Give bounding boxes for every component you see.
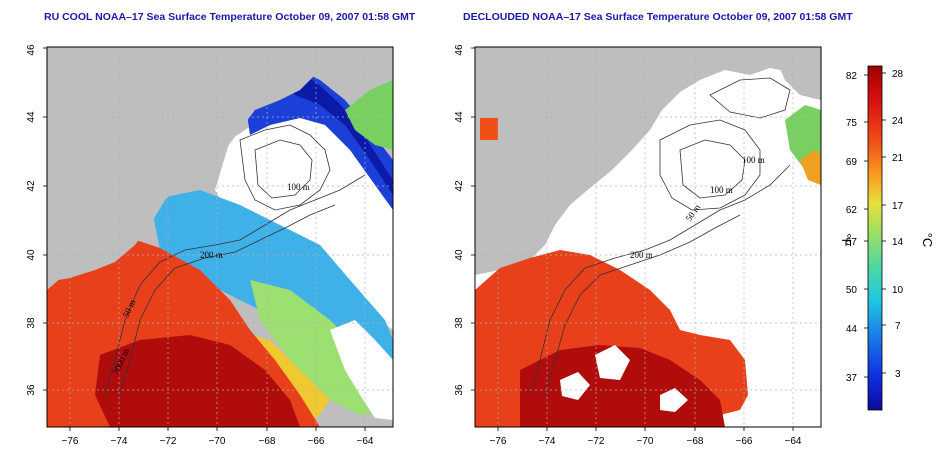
panel-left-y-axis: [43, 47, 47, 391]
x-tick-label: −68: [259, 436, 276, 447]
y-tick-label: 38: [26, 317, 37, 329]
y-tick-label: 36: [454, 384, 465, 396]
coastal-warm-patch-orange: [800, 150, 821, 185]
colorbar-gradient: [867, 65, 883, 411]
x-tick-label: −74: [111, 436, 128, 447]
colorbar-f-tick: 82: [846, 71, 858, 82]
grid-lines: [47, 47, 393, 427]
panel-right-x-axis: [497, 427, 794, 431]
contour-label-100m: 100 m: [287, 182, 310, 192]
y-tick-label: 44: [26, 111, 37, 123]
panel-left-x-axis: [69, 427, 366, 431]
cloud-patch: [560, 372, 590, 400]
grid-lines: [475, 47, 821, 427]
x-tick-label: −74: [539, 436, 556, 447]
colorbar-c-tick: 24: [892, 116, 904, 127]
bathymetry-contours: [104, 124, 366, 396]
colorbar-f-tick: 62: [846, 205, 858, 216]
colorbar-c-tick: 28: [892, 69, 904, 80]
y-tick-label: 46: [454, 44, 465, 56]
colorbar-c-tick: 17: [892, 201, 904, 212]
colorbar-c-tick: 3: [895, 369, 901, 380]
panel-right-frame: [474, 46, 822, 428]
x-tick-label: −72: [160, 436, 177, 447]
colorbar-c-tick: 14: [892, 237, 904, 248]
bathymetry-contours: [529, 77, 791, 396]
colorbar-f-tick: 75: [846, 118, 858, 129]
colorbar-c-tick: 21: [892, 153, 904, 164]
coast-land-ne: [770, 47, 821, 100]
x-tick-label: −70: [209, 436, 226, 447]
colorbar-c-tick: 7: [895, 321, 901, 332]
colorbar-f-tick: 37: [846, 373, 858, 384]
x-tick-label: −64: [785, 436, 802, 447]
x-tick-label: −72: [588, 436, 605, 447]
colorbar-unit-f: °F: [839, 233, 854, 246]
y-tick-label: 42: [454, 180, 465, 192]
colorbar: 82 75 69 62 57 50 44 37 28 24 21 17 14 1…: [839, 65, 935, 411]
coastal-warm-spot: [480, 118, 498, 140]
cloud-patch: [595, 345, 630, 380]
colorbar-f-tick: 57: [846, 237, 858, 248]
y-tick-label: 36: [26, 384, 37, 396]
contour-label-200m: 200 m: [200, 250, 223, 260]
hot-water-core: [95, 335, 300, 427]
colorbar-c-tick: 10: [892, 285, 904, 296]
y-tick-label: 40: [26, 249, 37, 261]
contour-label-100m: 100 m: [710, 185, 733, 195]
colorbar-unit-c: °C: [920, 233, 935, 248]
x-tick-label: −64: [357, 436, 374, 447]
panel-left-map: 100 m 200 m 50 m 2000 m: [47, 47, 393, 427]
y-tick-label: 40: [454, 249, 465, 261]
x-tick-label: −66: [308, 436, 325, 447]
cloud-patch: [660, 388, 688, 412]
panel-left-title: RU COOL NOAA–17 Sea Surface Temperature …: [44, 11, 416, 23]
y-tick-label: 38: [454, 317, 465, 329]
y-tick-label: 46: [26, 44, 37, 56]
panel-right-y-axis: [471, 47, 475, 391]
panel-right-title: DECLOUDED NOAA–17 Sea Surface Temperatur…: [463, 11, 853, 23]
colorbar-f-tick: 69: [846, 157, 858, 168]
colorbar-f-tick: 44: [846, 324, 858, 335]
x-tick-label: −76: [490, 436, 507, 447]
cloud-patch: [330, 320, 393, 420]
cold-water-band: [245, 70, 393, 210]
contour-label-100m: 100 m: [742, 155, 765, 165]
y-tick-label: 44: [454, 111, 465, 123]
panel-right-map: 100 m 100 m 50 m 200 m: [475, 47, 821, 427]
coast-land: [47, 47, 393, 282]
coast-land: [475, 47, 821, 275]
x-tick-label: −66: [736, 436, 753, 447]
panel-left-frame: [46, 46, 394, 428]
x-tick-label: −70: [637, 436, 654, 447]
x-tick-label: −76: [62, 436, 79, 447]
x-tick-label: −68: [687, 436, 704, 447]
y-tick-label: 42: [26, 180, 37, 192]
cloud-mask-region: [215, 96, 393, 330]
colorbar-f-tick: 50: [846, 285, 858, 296]
coastal-warm-patch: [345, 80, 393, 150]
